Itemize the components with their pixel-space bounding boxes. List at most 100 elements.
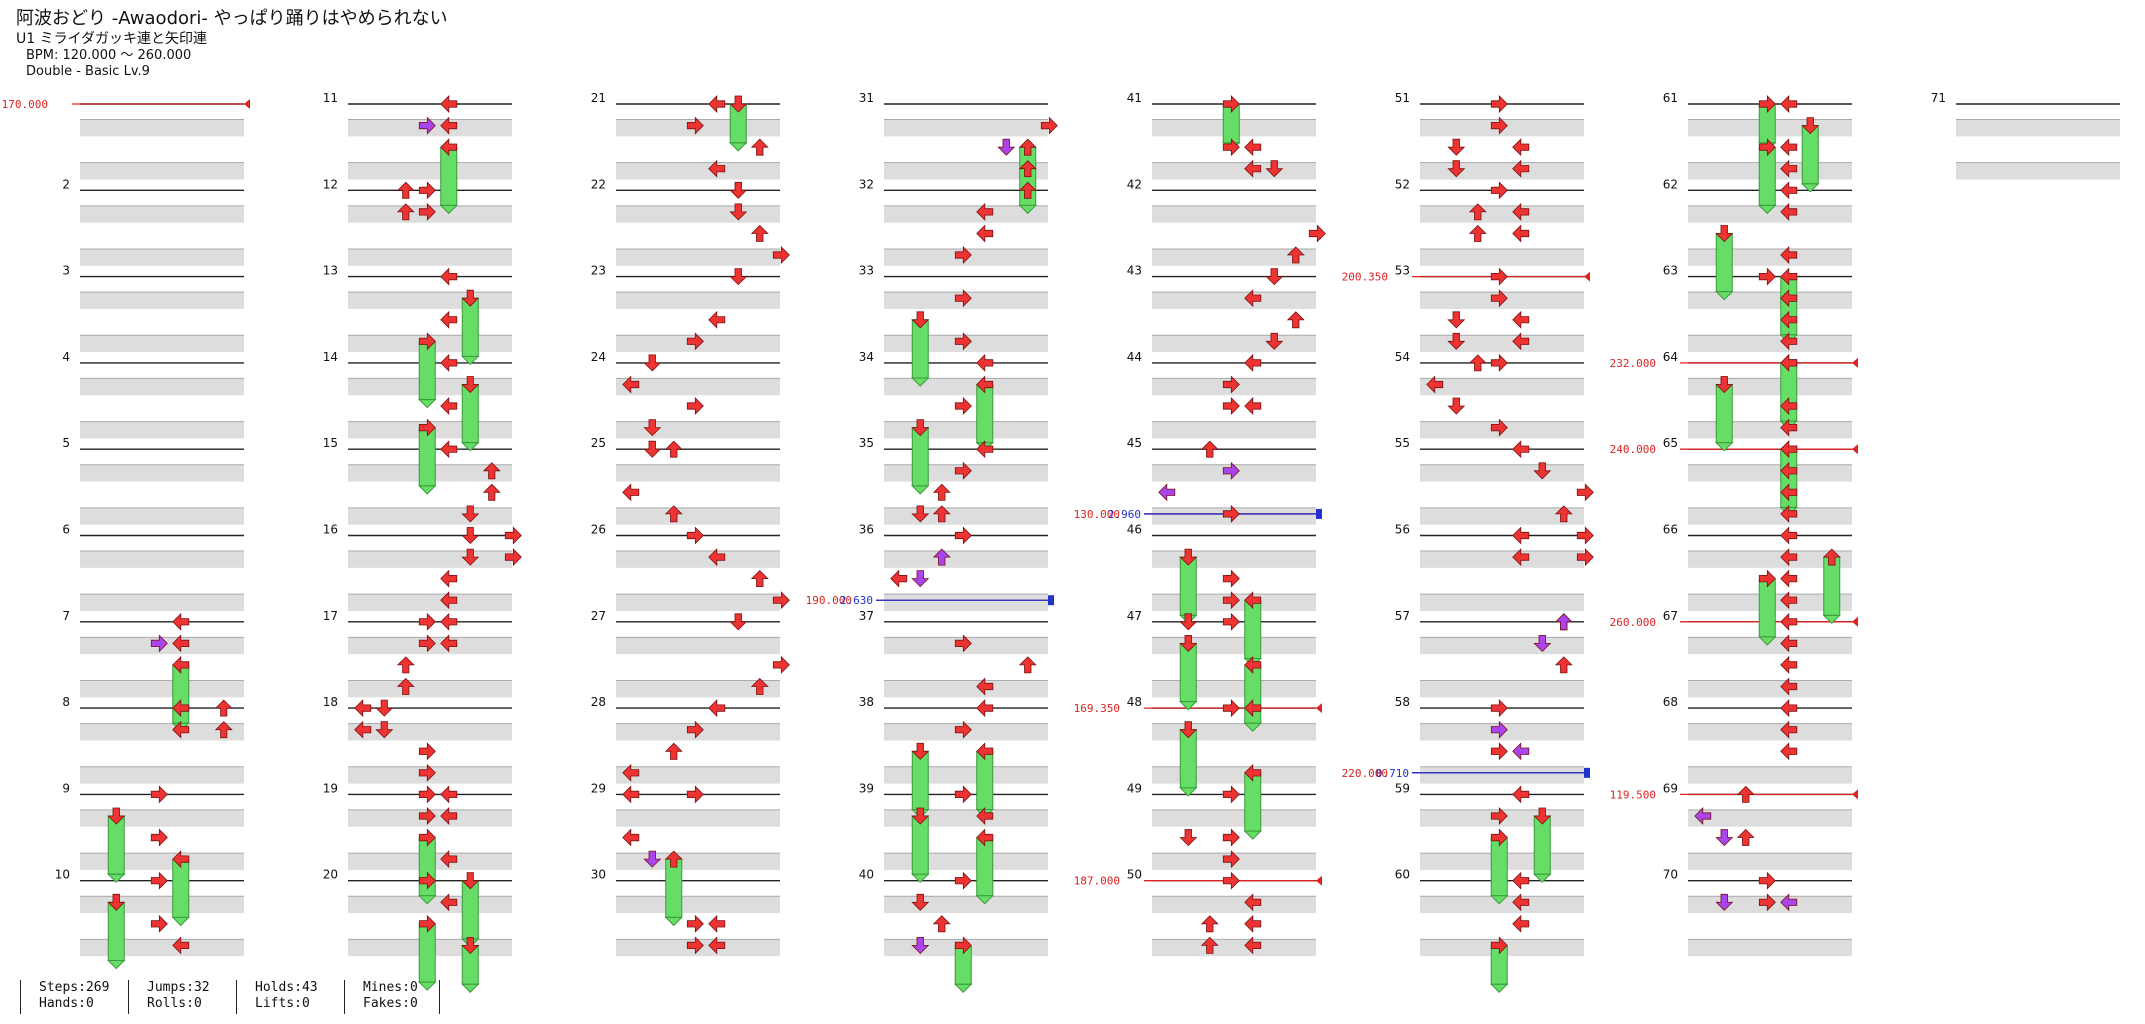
step-arrow bbox=[954, 720, 972, 739]
measure-number: 43 bbox=[1127, 264, 1142, 278]
step-arrow bbox=[214, 699, 233, 717]
beat-stripe bbox=[616, 551, 780, 568]
beat-stripe bbox=[1152, 809, 1316, 827]
measure-number: 66 bbox=[1663, 523, 1678, 537]
beat-stripe bbox=[1420, 896, 1584, 914]
step-arrow bbox=[1286, 311, 1305, 329]
hold-body bbox=[1801, 125, 1819, 185]
bpm-change-marker bbox=[1316, 875, 1322, 886]
hold-tail bbox=[1715, 291, 1734, 301]
step-arrow bbox=[1758, 871, 1776, 890]
step-arrow bbox=[911, 893, 930, 911]
hold-body bbox=[418, 923, 436, 983]
measure-number: 49 bbox=[1127, 781, 1142, 795]
step-arrow bbox=[1179, 635, 1198, 652]
beat-stripe bbox=[1688, 421, 1852, 439]
step-arrow bbox=[418, 634, 436, 653]
step-arrow bbox=[911, 742, 930, 760]
step-arrow bbox=[1222, 397, 1240, 415]
hold-body bbox=[1715, 232, 1733, 293]
beat-stripe bbox=[1688, 292, 1852, 309]
step-arrow bbox=[418, 914, 436, 933]
step-arrow bbox=[708, 548, 726, 567]
step-arrow bbox=[461, 872, 480, 890]
step-arrow bbox=[172, 655, 190, 674]
hold-body bbox=[911, 750, 929, 811]
step-arrow bbox=[354, 699, 372, 718]
step-arrow bbox=[1780, 440, 1798, 459]
measure-number: 5 bbox=[62, 436, 70, 450]
hold-body bbox=[1244, 772, 1262, 832]
hold-body bbox=[1533, 815, 1551, 875]
beat-stripe bbox=[1688, 551, 1852, 568]
step-arrow bbox=[1780, 246, 1798, 264]
step-arrow bbox=[418, 742, 436, 761]
measure-number: 21 bbox=[591, 91, 606, 105]
step-arrow bbox=[1447, 160, 1466, 178]
beat-stripe bbox=[80, 896, 244, 914]
hold-body bbox=[976, 383, 994, 444]
step-arrow bbox=[643, 354, 662, 372]
step-arrow bbox=[1758, 95, 1776, 113]
measure-number: 16 bbox=[323, 523, 338, 537]
step-arrow bbox=[1780, 310, 1798, 329]
beat-stripe bbox=[1152, 335, 1316, 353]
step-arrow bbox=[1780, 742, 1798, 761]
step-arrow bbox=[1222, 569, 1240, 588]
beat-stripe bbox=[348, 551, 512, 568]
hold-body bbox=[418, 427, 436, 487]
measure-number: 42 bbox=[1127, 177, 1142, 191]
rolls-count: Rolls:0 bbox=[147, 996, 202, 1011]
step-arrow bbox=[396, 656, 415, 674]
step-arrow bbox=[461, 548, 480, 566]
step-arrow bbox=[1780, 504, 1798, 523]
measure-number: 26 bbox=[591, 523, 606, 537]
step-arrow bbox=[932, 483, 951, 501]
hold-tail bbox=[729, 142, 748, 152]
step-arrow bbox=[622, 763, 640, 782]
measure-number: 34 bbox=[859, 350, 874, 364]
step-arrow bbox=[1780, 677, 1798, 696]
step-arrow bbox=[1200, 440, 1219, 458]
step-arrow bbox=[1490, 353, 1508, 372]
step-arrow bbox=[664, 850, 683, 868]
step-arrow bbox=[440, 634, 458, 653]
step-arrow bbox=[1780, 159, 1798, 178]
hold-tail bbox=[418, 399, 437, 409]
measure-number: 22 bbox=[591, 177, 606, 191]
step-arrow bbox=[1244, 763, 1262, 782]
step-arrow bbox=[976, 677, 994, 696]
step-arrow bbox=[440, 893, 458, 912]
step-arrow bbox=[396, 203, 415, 221]
step-arrow bbox=[686, 116, 704, 135]
hold-tail bbox=[1490, 983, 1509, 993]
measure-number: 2 bbox=[62, 177, 70, 191]
bpm-value-label: 119.500 bbox=[1610, 788, 1656, 801]
beat-stripe bbox=[1688, 335, 1852, 353]
step-arrow bbox=[1222, 828, 1240, 847]
hold-tail bbox=[975, 895, 994, 905]
step-arrow bbox=[750, 224, 769, 242]
hold-tail bbox=[1243, 722, 1262, 732]
bpm-change-marker bbox=[1584, 271, 1590, 282]
measure-number: 64 bbox=[1663, 350, 1678, 364]
hold-body bbox=[172, 858, 190, 918]
measure-number: 41 bbox=[1127, 91, 1142, 105]
beat-stripe bbox=[1688, 723, 1852, 741]
measure-number: 14 bbox=[323, 350, 338, 364]
step-arrow bbox=[1512, 526, 1530, 545]
bpm-value-label: 190.000 bbox=[806, 594, 852, 607]
step-arrow bbox=[708, 936, 726, 955]
hold-body bbox=[1490, 837, 1508, 897]
measure-number: 39 bbox=[859, 781, 874, 795]
step-arrow bbox=[1780, 289, 1798, 308]
step-arrow bbox=[1780, 634, 1798, 653]
step-arrow bbox=[440, 95, 458, 113]
step-arrow bbox=[1490, 267, 1508, 286]
beat-stripe bbox=[1152, 421, 1316, 439]
beat-stripe bbox=[80, 119, 244, 137]
measure-number: 40 bbox=[859, 868, 874, 882]
hold-tail bbox=[1822, 614, 1841, 625]
fakes-count: Fakes:0 bbox=[363, 996, 418, 1011]
measure-number: 52 bbox=[1395, 177, 1410, 191]
